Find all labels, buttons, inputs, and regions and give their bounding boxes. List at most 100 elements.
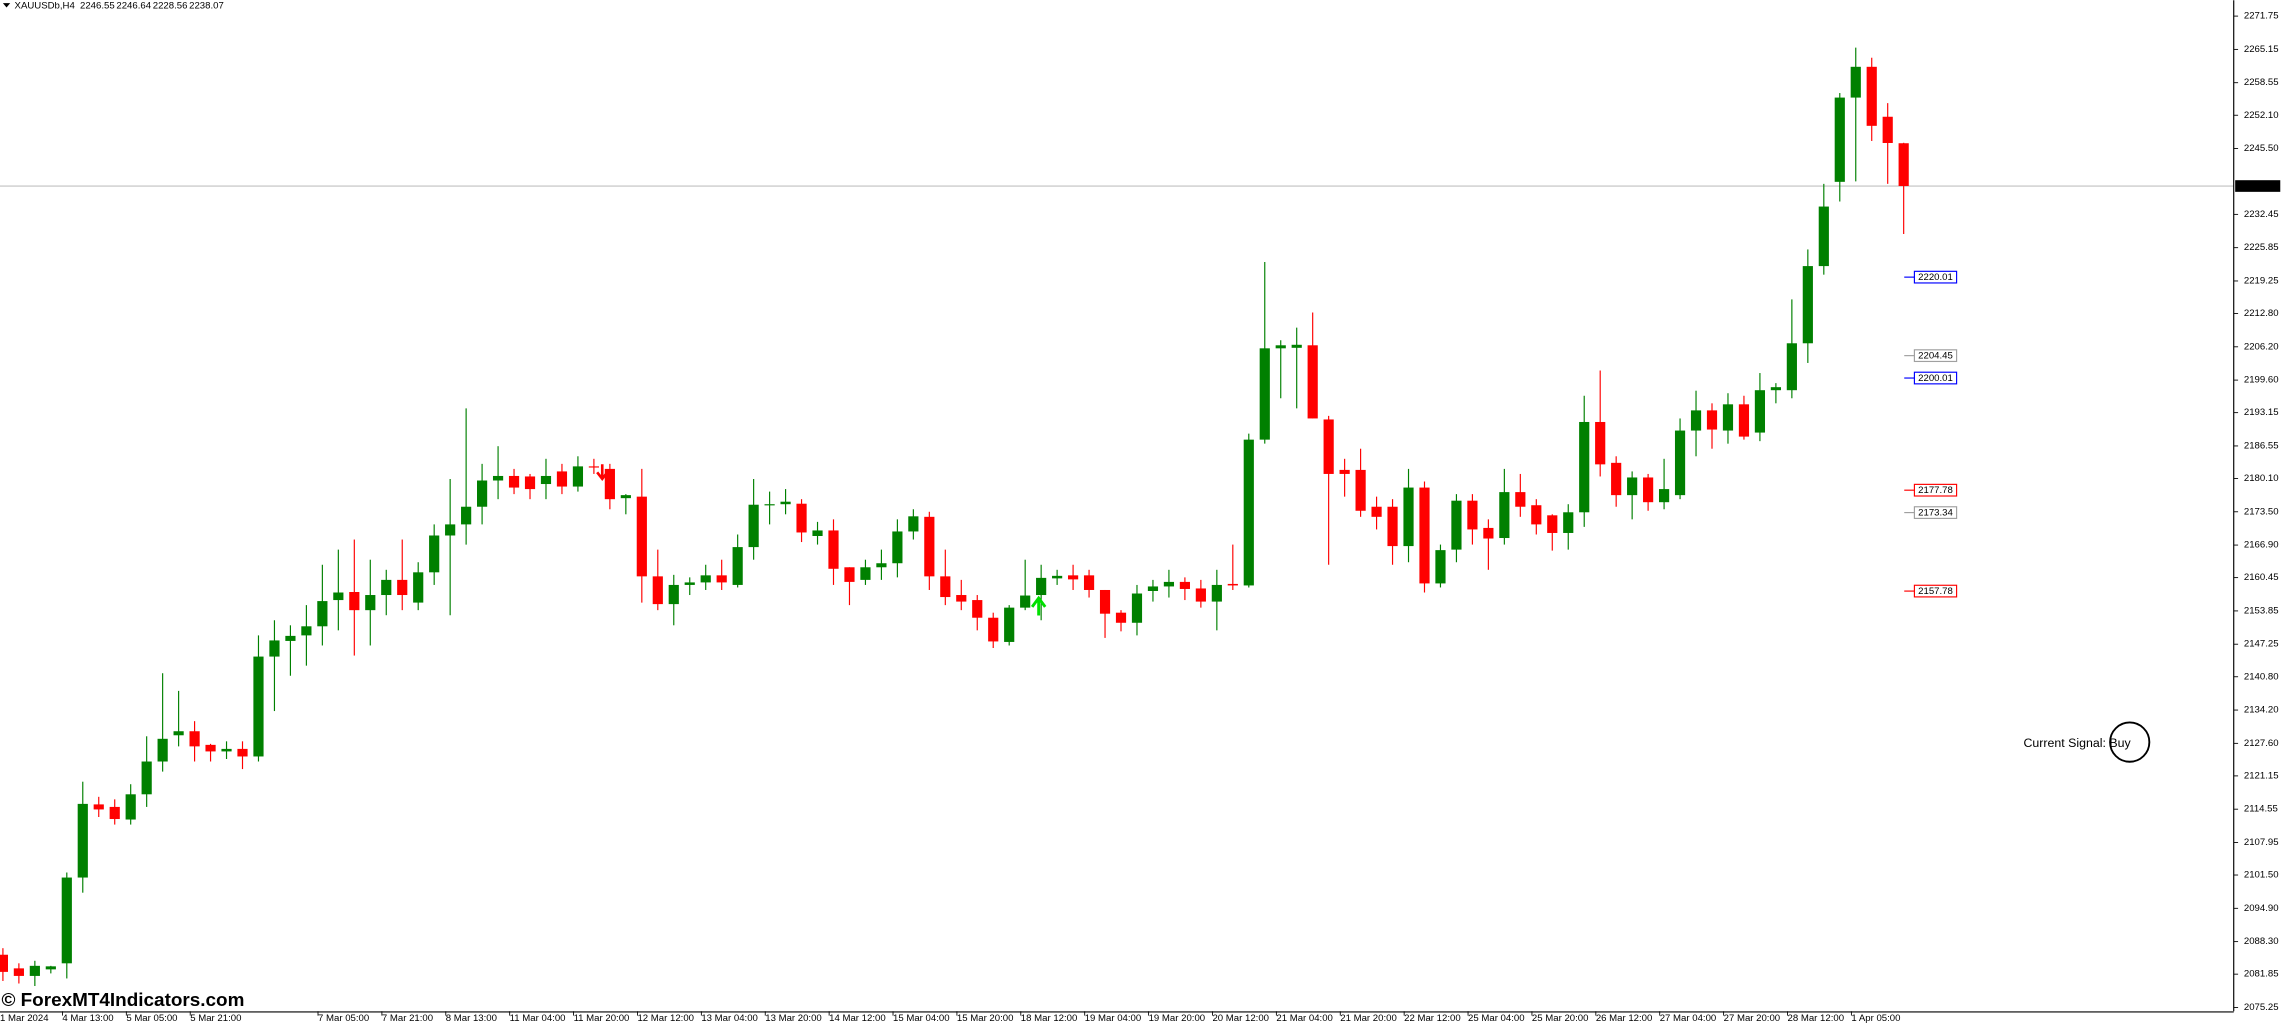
candle-body [1690, 410, 1702, 431]
candle-body [1850, 66, 1861, 98]
candle-body [237, 748, 248, 757]
candle-body [620, 495, 631, 499]
x-tick-label: 14 Mar 12:00 [829, 1013, 886, 1024]
candle-body [1834, 97, 1845, 182]
x-tick-label: 12 Mar 12:00 [637, 1013, 694, 1024]
level-label: 2204.45 [1918, 351, 1953, 362]
candle-body [1706, 410, 1718, 430]
candle-body [1818, 206, 1829, 267]
candle-body [668, 584, 679, 605]
x-tick-label: 18 Mar 12:00 [1021, 1013, 1078, 1024]
candle-body [732, 547, 743, 585]
level-label: 2173.34 [1918, 508, 1953, 519]
x-tick-label: 21 Mar 20:00 [1340, 1013, 1397, 1024]
x-tick-label: 20 Mar 12:00 [1212, 1013, 1269, 1024]
candle-body [1882, 116, 1893, 143]
x-tick-label: 1 Mar 2024 [0, 1013, 49, 1024]
candle-body [1163, 581, 1175, 587]
candle-body [1243, 439, 1254, 586]
candle-body [748, 504, 759, 548]
candle-body [253, 656, 264, 757]
candle-body [349, 591, 360, 611]
candle-body [1499, 492, 1510, 539]
x-tick-label: 11 Mar 04:00 [510, 1013, 566, 1024]
candle-body [1515, 492, 1526, 507]
candle-body [1131, 593, 1143, 623]
header-open: 2246.55 [80, 1, 115, 12]
candle-body [93, 804, 104, 810]
level-label: 2220.01 [1918, 272, 1953, 283]
x-tick-label: 15 Mar 04:00 [893, 1013, 950, 1024]
y-tick-label: 2265.15 [2244, 44, 2279, 55]
level-box [1913, 349, 1958, 363]
y-tick-label: 2271.75 [2244, 11, 2279, 22]
y-tick-label: 2140.80 [2244, 671, 2279, 682]
candle-body [1052, 575, 1063, 579]
candle-body [1563, 512, 1574, 533]
candle-body [1866, 66, 1877, 126]
y-tick-label: 2225.85 [2244, 242, 2279, 253]
candle-body [61, 877, 72, 964]
x-tick-label: 27 Mar 04:00 [1660, 1013, 1717, 1024]
x-tick-label: 22 Mar 12:00 [1404, 1013, 1461, 1024]
candle-body [1483, 527, 1494, 539]
candle-body [269, 640, 280, 657]
candle-body [908, 516, 919, 532]
level-box [1913, 584, 1958, 598]
candle-body [1419, 487, 1430, 584]
y-tick-label: 2219.25 [2244, 276, 2279, 287]
candle-body [1195, 588, 1206, 602]
candle-body [1898, 143, 1909, 187]
candle-body [1435, 550, 1446, 584]
candle-body [540, 475, 552, 485]
candle-body [1036, 577, 1047, 596]
candle-body [524, 476, 536, 490]
y-tick-label: 2134.20 [2244, 705, 2279, 716]
candle-body [1770, 387, 1781, 391]
candle-body [1020, 595, 1031, 608]
y-tick-label: 2114.55 [2244, 804, 2278, 815]
candle-body [365, 595, 376, 611]
candle-body [1099, 589, 1111, 614]
y-tick-label: 2252.10 [2244, 110, 2279, 121]
symbol-menu-icon[interactable] [2, 3, 11, 8]
candle-body [1147, 586, 1159, 591]
candle-body [189, 731, 200, 747]
current-price-box [2235, 180, 2281, 192]
header-close: 2238.07 [189, 1, 224, 12]
candle-body [333, 592, 344, 601]
candle-body [1211, 584, 1222, 602]
x-tick-label: 5 Mar 21:00 [190, 1013, 241, 1024]
candle-body [125, 794, 136, 820]
sell-arrow [596, 464, 609, 481]
candle-body [1738, 404, 1750, 437]
candle-body [13, 968, 24, 976]
candle-body [1275, 345, 1286, 349]
level-label: 2157.78 [1918, 586, 1953, 597]
candle-body [892, 531, 903, 564]
y-tick-label: 2232.45 [2244, 209, 2279, 220]
candle-body [1643, 477, 1654, 503]
candle-body [988, 617, 999, 642]
candle-body [1259, 348, 1270, 440]
candle-body [1547, 515, 1558, 533]
candle-body [1371, 506, 1382, 517]
candle-body [1467, 500, 1478, 530]
buy-arrow [1030, 595, 1047, 616]
candle-body [860, 567, 871, 580]
candle-body [445, 524, 456, 536]
signal-circle [2109, 721, 2151, 763]
candle-body [556, 471, 568, 487]
candle-body [1658, 489, 1670, 503]
level-box [1913, 506, 1958, 519]
candle-body [1786, 343, 1797, 391]
y-tick-label: 2160.45 [2244, 572, 2279, 583]
y-tick-label: 2121.15 [2244, 770, 2279, 781]
header-low: 2228.56 [153, 1, 188, 12]
y-tick-label: 2193.15 [2244, 407, 2279, 418]
x-tick-label: 25 Mar 04:00 [1468, 1013, 1525, 1024]
candle-body [205, 744, 216, 752]
candle-body [1403, 487, 1414, 547]
candle-body [844, 567, 855, 582]
candle-body [1179, 581, 1190, 589]
